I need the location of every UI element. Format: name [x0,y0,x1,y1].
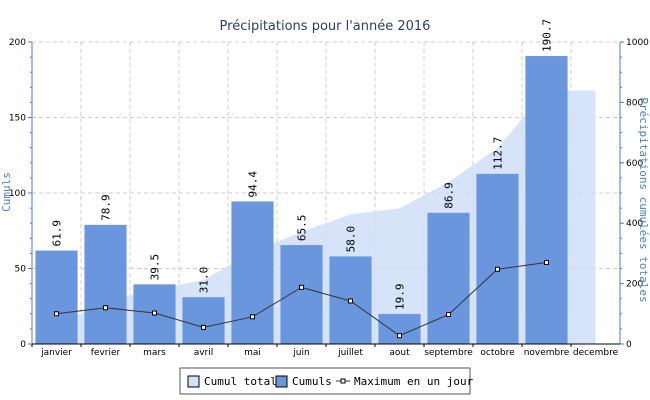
x-tick-label: janvier [40,348,72,358]
bar-value-label: 94.4 [247,171,260,198]
bar-janvier [35,250,78,344]
tick-label-right: 1000 [626,38,649,48]
bar-value-label: 86.9 [443,182,456,209]
axes: 0 50 100 150 200 0 200 400 600 800 1000 janvier fevr… [9,38,649,358]
max-point [495,266,500,272]
legend-label-cumul-total: Cumul total [204,375,277,388]
x-tick-label: octobre [480,348,515,358]
bar-novembre [525,56,568,344]
max-point [446,312,451,318]
tick-label-right: 600 [626,159,643,169]
x-tick-label: septembre [424,348,473,358]
legend-swatch-cumul-total [187,375,200,388]
legend: Cumul total Cumuls Maximum en un jour [179,367,474,395]
bar-value-label: 31.0 [198,267,211,294]
tick-label-left: 50 [15,265,27,275]
bar-value-label: 39.5 [149,254,162,281]
y-axis-right-label: Précipitations cumulées totales [637,97,650,302]
max-point [250,314,255,320]
bar-juin [280,245,323,344]
bar-value-label: 61.9 [51,220,64,247]
x-tick-label: mars [143,348,166,358]
bar-value-label: 58.0 [345,226,358,253]
x-tick-label: decembre [573,348,619,358]
bar-value-label: 112.7 [492,137,505,170]
tick-label-left: 150 [9,114,26,124]
x-tick-label: juin [292,348,309,358]
legend-box [179,367,471,395]
bar-mai [231,201,274,344]
value-labels: 61.9 78.9 39.5 31.0 94.4 65.5 58.0 19.9 86.9 112.… [51,19,554,310]
max-line [54,259,549,339]
tick-label-right: 200 [626,280,643,290]
bar-fevrier [84,224,127,344]
x-tick-label: avril [194,348,214,358]
bar-septembre [427,212,470,344]
chart-title: Précipitations pour l'année 2016 [220,19,431,34]
x-tick-label: juillet [337,348,363,358]
x-tick-label: aout [389,348,410,358]
bar-value-label: 78.9 [100,194,113,221]
max-point [544,259,549,265]
legend-label-max: Maximum en un jour [354,375,474,388]
max-point [103,305,108,311]
max-point [152,310,157,316]
legend-label-cumuls: Cumuls [292,375,332,388]
max-point [299,284,304,290]
max-point [348,298,353,304]
x-tick-label: novembre [524,348,570,358]
bars [35,56,568,344]
tick-label-left: 200 [9,38,26,48]
tick-label-left: 100 [9,189,26,199]
bar-value-label: 65.5 [296,215,309,242]
x-tick-label: fevrier [91,348,121,358]
bar-value-label: 190.7 [541,19,554,52]
bar-value-label: 19.9 [394,283,407,310]
y-axis-left-label: Cumuls [0,172,13,212]
legend-swatch-max-marker [340,378,346,384]
x-tick-label: mai [244,348,261,358]
tick-label-right: 800 [626,98,643,108]
max-point [54,311,59,317]
bar-aout [378,313,421,344]
max-point [397,333,402,339]
bar-octobre [476,173,519,344]
max-point [201,324,206,330]
tick-label-right: 0 [626,340,632,350]
legend-swatch-cumuls [275,375,288,388]
tick-label-right: 400 [626,219,643,229]
tick-label-left: 0 [20,340,26,350]
bar-avril [182,297,225,344]
